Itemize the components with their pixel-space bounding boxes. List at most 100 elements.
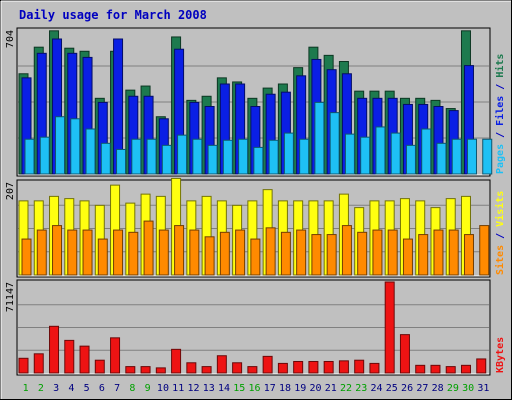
x-tick-label-day-22: 22 xyxy=(340,383,352,394)
x-tick-label-day-13: 13 xyxy=(203,383,215,394)
legend-item: Hits xyxy=(494,54,506,78)
x-tick-label-day-19: 19 xyxy=(294,383,306,394)
x-tick-label-day-9: 9 xyxy=(145,383,151,394)
bar-kbytes-day-15 xyxy=(232,362,243,374)
bar-sites-day-10 xyxy=(158,229,169,276)
bar-kbytes-day-30 xyxy=(460,364,471,374)
bar-kbytes-day-26 xyxy=(399,334,410,374)
x-tick-label-day-24: 24 xyxy=(371,383,383,394)
bar-sites-day-24 xyxy=(372,229,383,276)
legend-item: Files xyxy=(494,96,506,126)
x-tick-label-day-18: 18 xyxy=(279,383,291,394)
bar-sites-day-21 xyxy=(326,234,337,276)
bar-pages-day-27 xyxy=(421,128,432,175)
bar-kbytes-day-9 xyxy=(140,366,151,374)
legend-item: / xyxy=(495,78,506,96)
legend-item: / xyxy=(495,227,506,245)
bar-kbytes-day-14 xyxy=(216,355,227,374)
x-tick-label-day-25: 25 xyxy=(386,383,398,394)
x-tick-label-day-16: 16 xyxy=(248,383,260,394)
bar-sites-day-27 xyxy=(418,234,429,276)
bar-sites-day-29 xyxy=(448,229,459,276)
panel-middle: 207 Sites / Visits xyxy=(5,177,506,278)
bar-sites-day-5 xyxy=(82,229,93,276)
x-tick-label-day-3: 3 xyxy=(53,383,59,394)
bar-sites-day-26 xyxy=(402,238,413,276)
legend-item: Visits xyxy=(494,191,506,227)
bar-pages-day-5 xyxy=(85,128,96,175)
panel-top: 704 Pages / Files / Hits xyxy=(5,27,506,177)
bar-pages-day-4 xyxy=(70,118,81,175)
bar-kbytes-day-3 xyxy=(49,325,60,374)
bar-sites-day-31 xyxy=(479,225,490,276)
panel-bottom-max-label: 71147 xyxy=(5,282,16,312)
x-tick-label-day-6: 6 xyxy=(99,383,105,394)
bar-pages-day-30 xyxy=(466,138,477,175)
panel-bottom: 71147 KBytes xyxy=(5,279,506,376)
bar-kbytes-day-19 xyxy=(293,360,304,374)
x-tick-label-day-10: 10 xyxy=(157,383,169,394)
bar-sites-day-18 xyxy=(280,231,291,276)
x-tick-label-day-12: 12 xyxy=(187,383,199,394)
bar-sites-day-7 xyxy=(113,229,124,276)
bar-pages-day-19 xyxy=(299,138,310,175)
x-tick-label-day-14: 14 xyxy=(218,383,230,394)
bar-pages-day-22 xyxy=(344,133,355,175)
bar-kbytes-day-24 xyxy=(369,362,380,374)
bar-sites-day-1 xyxy=(21,238,32,276)
bar-sites-day-13 xyxy=(204,236,215,276)
bar-pages-day-25 xyxy=(390,132,401,175)
bar-sites-day-11 xyxy=(174,225,185,276)
bar-kbytes-day-16 xyxy=(247,366,258,374)
bar-kbytes-day-25 xyxy=(384,281,395,374)
panel-top-max-label: 704 xyxy=(5,30,16,48)
bar-kbytes-day-20 xyxy=(308,360,319,374)
bar-kbytes-day-8 xyxy=(125,366,136,374)
x-tick-label-day-26: 26 xyxy=(401,383,413,394)
x-tick-label-day-7: 7 xyxy=(114,383,120,394)
bar-pages-day-18 xyxy=(283,132,294,175)
bar-pages-day-13 xyxy=(207,144,218,175)
bar-sites-day-2 xyxy=(36,229,47,276)
bar-sites-day-16 xyxy=(250,238,261,276)
bar-pages-day-24 xyxy=(375,126,386,175)
bar-pages-day-2 xyxy=(39,136,50,175)
bar-kbytes-day-7 xyxy=(110,337,121,374)
x-tick-label-day-30: 30 xyxy=(462,383,474,394)
bar-pages-day-29 xyxy=(451,138,462,175)
bar-sites-day-30 xyxy=(463,234,474,276)
x-tick-label-day-2: 2 xyxy=(38,383,44,394)
panel-middle-max-label: 207 xyxy=(5,182,16,200)
bar-sites-day-25 xyxy=(387,229,398,276)
bar-kbytes-day-6 xyxy=(94,359,105,374)
bar-pages-day-3 xyxy=(55,116,66,175)
bar-sites-day-8 xyxy=(128,231,139,276)
x-tick-label-day-15: 15 xyxy=(233,383,245,394)
bar-pages-day-26 xyxy=(405,144,416,175)
bar-pages-day-17 xyxy=(268,139,279,175)
x-tick-label-day-23: 23 xyxy=(355,383,367,394)
bar-sites-day-12 xyxy=(189,229,200,276)
bar-kbytes-day-23 xyxy=(354,359,365,374)
bar-pages-day-12 xyxy=(192,138,203,175)
bar-pages-day-9 xyxy=(146,138,157,175)
bar-kbytes-day-11 xyxy=(171,348,182,374)
bar-sites-day-15 xyxy=(235,229,246,276)
bar-kbytes-day-21 xyxy=(323,360,334,374)
bar-sites-day-17 xyxy=(265,227,276,276)
bar-kbytes-day-2 xyxy=(33,353,44,374)
legend-item: Pages xyxy=(495,144,506,174)
bar-kbytes-day-29 xyxy=(445,366,456,374)
bar-pages-day-20 xyxy=(314,101,325,175)
bar-sites-day-9 xyxy=(143,220,154,276)
bar-kbytes-day-31 xyxy=(476,358,487,374)
x-tick-label-day-21: 21 xyxy=(325,383,337,394)
x-tick-label-day-8: 8 xyxy=(129,383,135,394)
x-tick-label-day-17: 17 xyxy=(264,383,276,394)
x-tick-label-day-29: 29 xyxy=(447,383,459,394)
bar-pages-day-21 xyxy=(329,112,340,175)
chart-title: Daily usage for March 2008 xyxy=(19,8,207,22)
bar-kbytes-day-17 xyxy=(262,355,273,374)
bar-kbytes-day-18 xyxy=(277,362,288,374)
bar-sites-day-23 xyxy=(357,231,368,276)
